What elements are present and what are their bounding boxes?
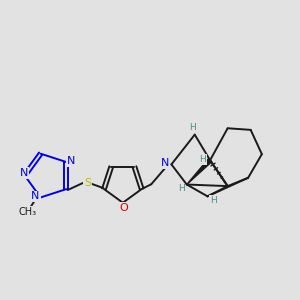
Text: N: N bbox=[20, 168, 28, 178]
Text: H: H bbox=[210, 196, 217, 205]
Text: H: H bbox=[199, 155, 206, 164]
Polygon shape bbox=[187, 159, 212, 184]
Text: N: N bbox=[161, 158, 169, 168]
Text: O: O bbox=[120, 203, 128, 213]
Text: S: S bbox=[84, 178, 91, 188]
Text: N: N bbox=[31, 191, 40, 202]
Text: N: N bbox=[67, 156, 75, 167]
Text: H: H bbox=[178, 184, 184, 194]
Text: H: H bbox=[190, 123, 196, 132]
Text: CH₃: CH₃ bbox=[18, 206, 36, 217]
